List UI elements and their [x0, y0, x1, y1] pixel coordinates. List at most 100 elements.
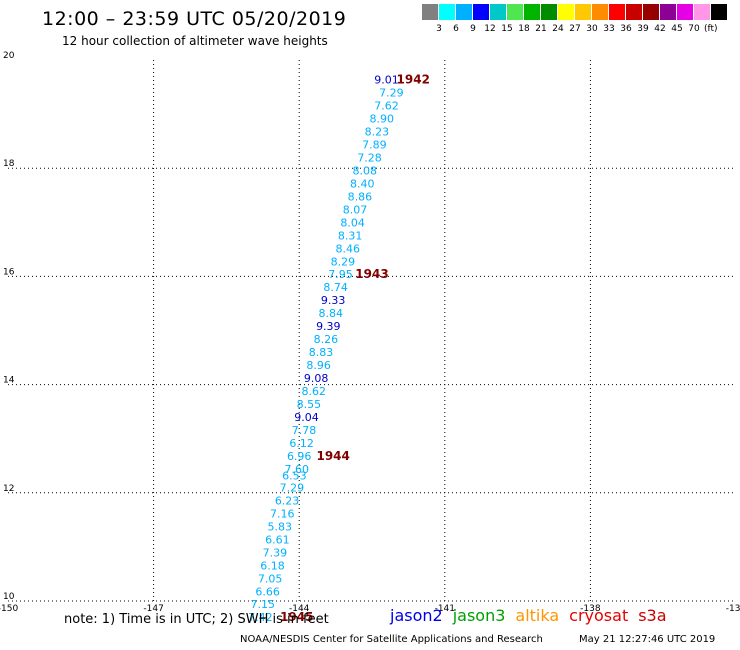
wave-height-label: 9.04 [294, 411, 319, 424]
legend-label: 9 [470, 24, 476, 34]
wave-height-label: 7.05 [258, 572, 283, 585]
legend-unit: (ft) [704, 24, 718, 34]
wave-height-label: 8.29 [331, 255, 356, 268]
x-tick-label: -150 [0, 604, 18, 614]
wave-height-label: 7.62 [374, 99, 399, 112]
wave-height-label: 8.55 [297, 398, 322, 411]
legend-label: 39 [637, 24, 649, 34]
wave-height-label: 7.60 [285, 463, 310, 476]
legend-label: 12 [484, 24, 496, 34]
satellite-cryosat: cryosat [569, 606, 629, 625]
legend-swatch [592, 4, 608, 20]
legend-label: 6 [453, 24, 459, 34]
wave-height-label: 7.28 [357, 151, 382, 164]
wave-height-label: 9.33 [321, 294, 346, 307]
wave-height-label: 9.01 [374, 73, 399, 86]
legend-swatch [694, 4, 710, 20]
y-tick-label: 12 [3, 484, 14, 494]
wave-height-label: 6.12 [289, 437, 314, 450]
legend-label: 36 [620, 24, 632, 34]
legend-label: 18 [518, 24, 530, 34]
legend-label: 45 [671, 24, 683, 34]
legend-label: 30 [586, 24, 598, 34]
x-tick-label: -135 [726, 604, 740, 614]
wave-height-label: 6.96 [287, 450, 312, 463]
wave-height-label: 7.78 [292, 424, 317, 437]
satellite-jason2: jason2 [390, 606, 443, 625]
wave-height-label: 8.46 [335, 242, 360, 255]
wave-height-label: 6.66 [255, 585, 280, 598]
wave-height-label: 7.95 [328, 268, 353, 281]
wave-height-label: 8.08 [352, 164, 377, 177]
wave-height-label: 8.86 [348, 190, 373, 203]
wave-height-label: 8.62 [302, 385, 327, 398]
time-annotation: 1942 [397, 72, 430, 86]
legend-swatch [609, 4, 625, 20]
wave-height-label: 8.74 [323, 281, 348, 294]
wave-height-label: 6.23 [275, 494, 300, 507]
satellite-s3a: s3a [638, 606, 667, 625]
x-tick-label: -144 [289, 604, 310, 614]
footnote: note: 1) Time is in UTC; 2) SWH is in fe… [64, 612, 329, 627]
y-tick-label: 10 [3, 592, 15, 602]
wave-height-label: 6.53 [282, 469, 307, 482]
y-tick-label: 20 [3, 51, 15, 61]
satellite-legend: jason2 jason3 altika cryosat s3a [390, 606, 677, 625]
wave-height-label: 7.89 [362, 138, 387, 151]
wave-height-label: 8.90 [369, 112, 394, 125]
satellite-altika: altika [515, 606, 560, 625]
legend-label: 3 [436, 24, 442, 34]
legend-swatch [660, 4, 676, 20]
time-annotation: 1943 [355, 267, 388, 281]
legend-label: 24 [552, 24, 564, 34]
legend-label: 33 [603, 24, 615, 34]
legend-swatch [626, 4, 642, 20]
wave-height-label: 8.26 [314, 333, 339, 346]
legend-swatch [473, 4, 489, 20]
wave-height-label: 9.39 [316, 320, 341, 333]
x-tick-label: -147 [143, 604, 163, 614]
legend-swatch [711, 4, 727, 20]
wave-height-label: 8.84 [318, 307, 343, 320]
generation-timestamp: May 21 12:27:46 UTC 2019 [579, 634, 716, 645]
legend-swatch [439, 4, 455, 20]
wave-height-label: 8.07 [343, 203, 368, 216]
wave-height-label: 7.29 [379, 86, 404, 99]
wave-height-label: 8.83 [309, 346, 334, 359]
legend-label: 70 [688, 24, 700, 34]
legend-swatch [575, 4, 591, 20]
legend-label: 27 [569, 24, 581, 34]
wave-height-label: 5.83 [268, 520, 293, 533]
wave-height-label: 7.39 [263, 546, 288, 559]
source-credit: NOAA/NESDIS Center for Satellite Applica… [240, 634, 543, 645]
wave-height-label: 7.15 [251, 598, 276, 611]
legend-swatch [643, 4, 659, 20]
wave-height-label: 8.31 [338, 229, 363, 242]
legend-swatch [456, 4, 472, 20]
legend-swatch [558, 4, 574, 20]
wave-height-label: 7.29 [280, 481, 305, 494]
chart-subtitle: 12 hour collection of altimeter wave hei… [62, 34, 328, 48]
legend-label: 15 [501, 24, 513, 34]
legend-swatch [507, 4, 523, 20]
y-tick-label: 14 [3, 376, 15, 386]
wave-height-label: 6.18 [260, 559, 285, 572]
x-tick-label: -138 [580, 604, 601, 614]
wave-height-label: 7.16 [270, 507, 295, 520]
time-annotation: 1944 [316, 449, 349, 463]
y-tick-label: 16 [3, 267, 15, 277]
y-tick-label: 18 [3, 159, 15, 169]
legend-swatch [541, 4, 557, 20]
chart-title: 12:00 – 23:59 UTC 05/20/2019 [42, 8, 347, 30]
x-tick-label: -141 [435, 604, 455, 614]
wave-height-label: 8.96 [306, 359, 331, 372]
legend-label: 42 [654, 24, 666, 34]
wave-height-label: 9.08 [304, 372, 329, 385]
wave-height-label: 6.61 [265, 533, 290, 546]
wave-height-label: 8.40 [350, 177, 375, 190]
wave-height-label: 7.42 [248, 611, 273, 624]
wave-height-label: 8.04 [340, 216, 365, 229]
legend-swatch [422, 4, 438, 20]
wave-height-label: 8.23 [365, 125, 390, 138]
